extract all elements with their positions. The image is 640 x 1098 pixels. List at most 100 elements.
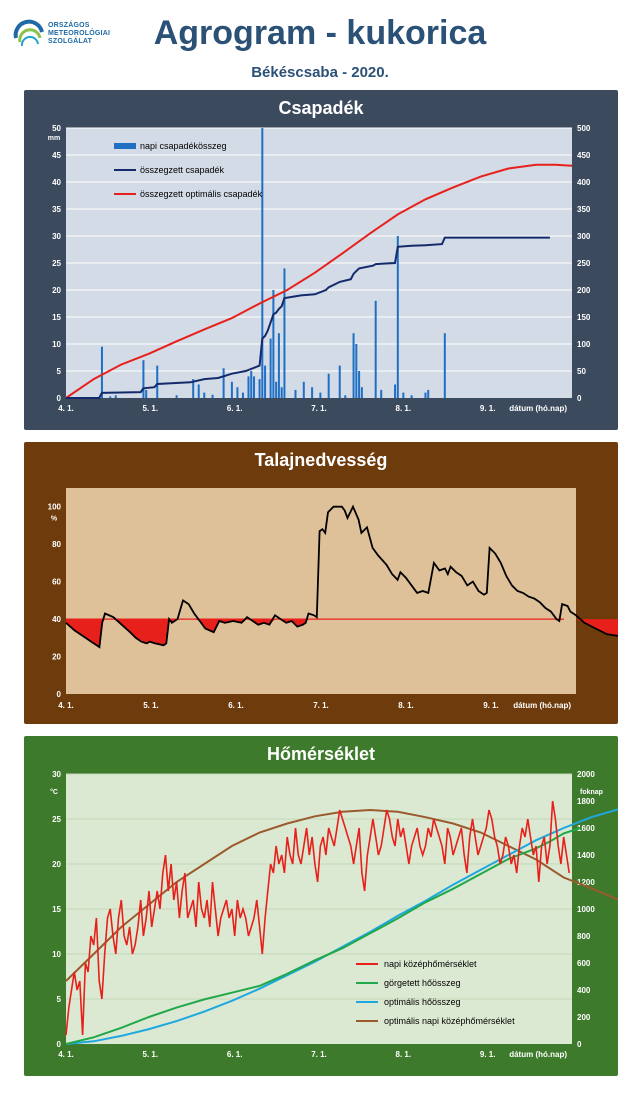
x-tick-label: 8. 1. <box>398 701 414 710</box>
precip-bar <box>211 394 214 398</box>
x-tick-label: 9. 1. <box>480 404 496 413</box>
x-tick-label: 8. 1. <box>396 1050 412 1059</box>
y2-tick-label: 800 <box>577 932 591 941</box>
x-axis-label: dátum (hó.nap) <box>513 701 571 710</box>
x-tick-label: 6. 1. <box>228 701 244 710</box>
y-tick-label: 25 <box>52 815 61 824</box>
x-tick-label: 8. 1. <box>396 404 412 413</box>
precip-bar <box>280 387 283 398</box>
y2-tick-label: 450 <box>577 151 591 160</box>
precip-bar <box>355 344 358 398</box>
precip-bar <box>264 365 267 398</box>
precip-bar <box>272 290 275 398</box>
y2-tick-label: 50 <box>577 367 586 376</box>
precip-bar <box>114 395 117 398</box>
precip-bar <box>100 346 103 398</box>
precip-bar <box>197 384 200 398</box>
precip-bar <box>396 236 399 398</box>
y2-axis-unit: foknap <box>580 789 603 796</box>
soil-moisture-chart: 0 20 40 60 80 100 4. 1. 5. 1. 6. 1. 7. 1. 8. 1. 9. … <box>48 488 618 710</box>
y2-tick-label: 1600 <box>577 824 595 833</box>
page-subtitle: Békéscsaba - 2020. <box>251 64 389 81</box>
x-tick-label: 9. 1. <box>480 1050 496 1059</box>
temperature-panel: Hőmérséklet 0 5 10 15 20 25 30 0 200 400 600 800 100… <box>24 736 618 1076</box>
legend-label: napi csapadékösszeg <box>140 141 227 151</box>
y2-tick-label: 600 <box>577 959 591 968</box>
x-tick-label: 5. 1. <box>143 404 159 413</box>
precip-bar <box>142 360 145 398</box>
legend-label: optimális hőösszeg <box>384 997 461 1007</box>
x-tick-label: 5. 1. <box>143 1050 159 1059</box>
x-tick-label: 7. 1. <box>311 1050 327 1059</box>
plot-area <box>66 488 576 694</box>
precip-bar <box>319 392 322 398</box>
precip-bar <box>247 376 250 398</box>
legend-label: görgetett hőösszeg <box>384 978 461 988</box>
y2-tick-label: 0 <box>577 394 582 403</box>
y-tick-label: 40 <box>52 615 61 624</box>
precip-bar <box>203 392 206 398</box>
precip-bar <box>253 376 256 398</box>
x-axis-label: dátum (hó.nap) <box>509 404 567 413</box>
y2-tick-label: 1400 <box>577 851 595 860</box>
precip-bar <box>402 392 405 398</box>
precipitation-title: Csapadék <box>278 98 364 118</box>
precipitation-panel: Csapadék 0 5 10 15 20 25 30 35 40 45 50 0 50 100 150 20… <box>24 90 618 430</box>
precip-bar <box>311 387 314 398</box>
precip-bar <box>294 389 297 398</box>
precip-bar <box>338 365 341 398</box>
y-tick-label: 20 <box>52 286 61 295</box>
y2-tick-label: 400 <box>577 986 591 995</box>
precip-bar <box>283 268 286 398</box>
y-tick-label: 30 <box>52 770 61 779</box>
precip-bar <box>236 387 239 398</box>
y-tick-label: 0 <box>57 1040 62 1049</box>
y-axis-unit: % <box>51 516 58 523</box>
legend-label: összegzett optimális csapadék <box>140 189 263 199</box>
y-tick-label: 10 <box>52 950 61 959</box>
logo-text: ORSZÁGOS METEOROLÓGIAI SZOLGÁLAT <box>48 22 111 45</box>
y-tick-label: 80 <box>52 540 61 549</box>
precip-bar <box>410 395 413 398</box>
precip-bar <box>374 300 377 398</box>
precip-bar <box>175 395 178 398</box>
y2-tick-label: 1000 <box>577 905 595 914</box>
legend-label: napi középhőmérséklet <box>384 959 477 969</box>
y2-tick-label: 100 <box>577 340 591 349</box>
precip-bar <box>352 333 355 398</box>
y-tick-label: 20 <box>52 860 61 869</box>
legend-swatch-bar <box>114 143 136 149</box>
y2-tick-label: 150 <box>577 313 591 322</box>
optimal-precip-line <box>65 163 573 399</box>
y-tick-label: 10 <box>52 340 61 349</box>
y2-tick-label: 0 <box>577 1040 582 1049</box>
y-tick-label: 15 <box>52 905 61 914</box>
precip-bar <box>427 389 430 398</box>
x-tick-label: 6. 1. <box>227 404 243 413</box>
precip-bar <box>261 128 264 398</box>
soil-moisture-panel: Talajnedvesség 0 20 40 60 80 100 4. 1. 5. 1. 6. … <box>24 442 618 724</box>
precip-bar <box>269 338 272 398</box>
precip-bar <box>250 371 253 398</box>
x-tick-label: 4. 1. <box>58 404 74 413</box>
x-axis-label: dátum (hó.nap) <box>509 1050 567 1059</box>
legend-label: optimális napi középhőmérséklet <box>384 1016 515 1026</box>
x-tick-label: 4. 1. <box>58 1050 74 1059</box>
precip-bar <box>277 333 280 398</box>
precip-bar <box>230 381 233 398</box>
y2-tick-label: 1200 <box>577 878 595 887</box>
y2-tick-label: 400 <box>577 178 591 187</box>
y2-tick-label: 200 <box>577 1013 591 1022</box>
x-tick-label: 7. 1. <box>311 404 327 413</box>
precip-bar <box>192 379 195 398</box>
y-tick-label: 15 <box>52 313 61 322</box>
y-axis-unit: mm <box>48 135 60 142</box>
x-tick-label: 9. 1. <box>483 701 499 710</box>
soil-moisture-line <box>65 504 618 649</box>
precip-bar <box>358 371 361 398</box>
precip-bar <box>156 365 159 398</box>
precip-bar <box>360 387 363 398</box>
temperature-chart: 0 5 10 15 20 25 30 0 200 400 600 800 1000 1200 1400 160… <box>50 770 618 1059</box>
precip-bar <box>222 368 225 398</box>
y-axis-unit: °C <box>50 788 58 796</box>
